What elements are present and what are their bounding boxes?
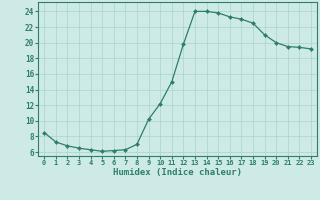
X-axis label: Humidex (Indice chaleur): Humidex (Indice chaleur) xyxy=(113,168,242,177)
